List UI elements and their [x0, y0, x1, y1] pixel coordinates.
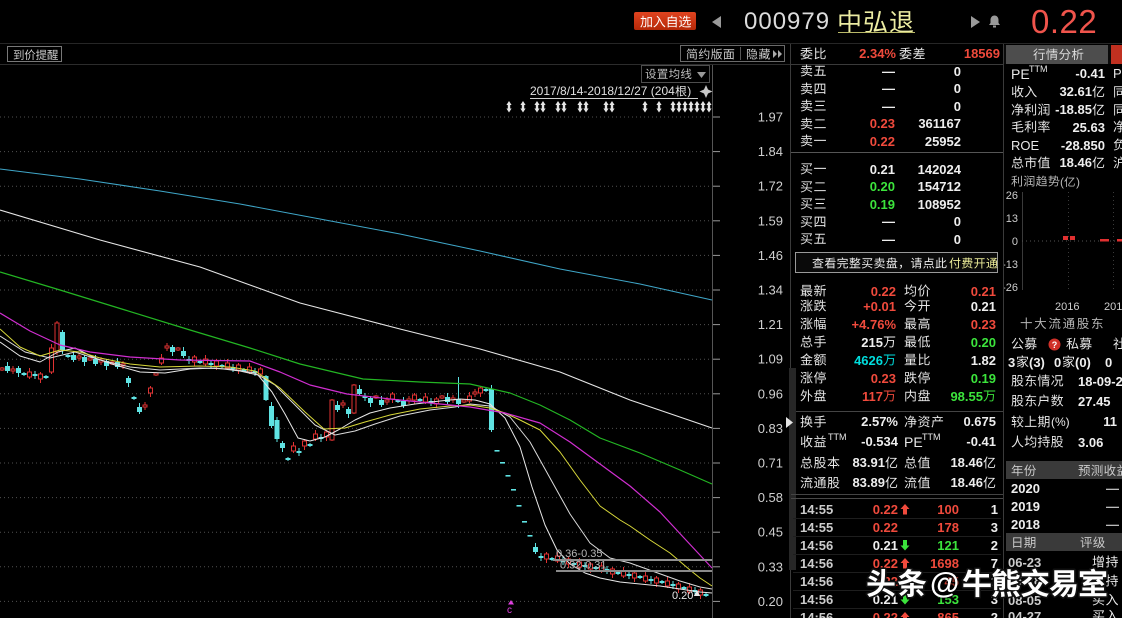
- svg-text:0.20: 0.20: [758, 594, 783, 609]
- svg-text:1.59: 1.59: [758, 213, 783, 228]
- svg-text:13: 13: [1006, 213, 1018, 225]
- svg-text:26: 26: [1006, 190, 1018, 202]
- svg-text:1.21: 1.21: [758, 317, 783, 332]
- svg-text:0.71: 0.71: [758, 456, 783, 471]
- svg-text:1.97: 1.97: [758, 110, 783, 125]
- svg-text:?: ?: [1052, 340, 1058, 350]
- svg-text:0.33: 0.33: [758, 559, 783, 574]
- svg-text:0.83: 0.83: [758, 421, 783, 436]
- svg-text:0.96: 0.96: [758, 386, 783, 401]
- svg-text:0: 0: [1012, 236, 1018, 248]
- svg-text:1.34: 1.34: [758, 283, 783, 298]
- svg-text:0.36-0.35: 0.36-0.35: [556, 548, 602, 560]
- svg-text:-26: -26: [1004, 282, 1018, 294]
- svg-text:0.58: 0.58: [758, 490, 783, 505]
- svg-text:c: c: [507, 605, 512, 616]
- svg-text:0.32-0.31: 0.32-0.31: [560, 560, 606, 572]
- svg-text:1.72: 1.72: [758, 179, 783, 194]
- svg-text:0.45: 0.45: [758, 525, 783, 540]
- svg-text:1.84: 1.84: [758, 144, 783, 159]
- svg-text:0.20: 0.20: [672, 590, 693, 602]
- svg-text:1.09: 1.09: [758, 352, 783, 367]
- svg-text:-13: -13: [1004, 259, 1018, 271]
- svg-text:1.46: 1.46: [758, 248, 783, 263]
